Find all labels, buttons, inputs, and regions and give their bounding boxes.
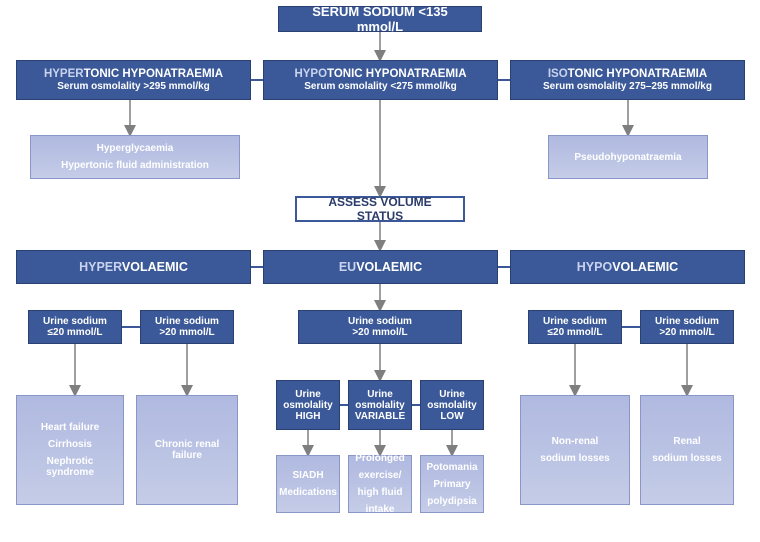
root-node: SERUM SODIUM <135 mmol/L — [278, 6, 482, 32]
hypovol-cause-gt20: Renal sodium losses — [640, 395, 734, 505]
hypertonic-causes: Hyperglycaemia Hypertonic fluid administ… — [30, 135, 240, 179]
hypertonic-node: HYPERTONIC HYPONATRAEMIA Serum osmolalit… — [16, 60, 251, 100]
euvol-cause-high: SIADH Medications — [276, 455, 340, 513]
euvol-urine-gt20: Urine sodium>20 mmol/L — [298, 310, 462, 344]
assess-volume-node: ASSESS VOLUME STATUS — [295, 196, 465, 222]
tonicity-sub: Serum osmolality <275 mmol/kg — [304, 81, 457, 92]
euvol-osm-variable: UrineosmolalityVARIABLE — [348, 380, 412, 430]
tonicity-title: HYPOTONIC HYPONATRAEMIA — [294, 68, 466, 80]
hypervol-urine-gt20: Urine sodium>20 mmol/L — [140, 310, 234, 344]
isotonic-causes: Pseudohyponatraemia — [548, 135, 708, 179]
hypervol-urine-le20: Urine sodium≤20 mmol/L — [28, 310, 122, 344]
tonicity-sub: Serum osmolality >295 mmol/kg — [57, 81, 210, 92]
hypervol-cause-gt20: Chronic renal failure — [136, 395, 238, 505]
hypovolaemic-node: HYPOVOLAEMIC — [510, 250, 745, 284]
hypotonic-node: HYPOTONIC HYPONATRAEMIA Serum osmolality… — [263, 60, 498, 100]
hypovol-urine-gt20: Urine sodium>20 mmol/L — [640, 310, 734, 344]
tonicity-title: HYPERTONIC HYPONATRAEMIA — [44, 68, 223, 80]
tonicity-title: ISOTONIC HYPONATRAEMIA — [548, 68, 707, 80]
root-label: SERUM SODIUM <135 mmol/L — [289, 4, 471, 34]
euvol-osm-low: UrineosmolalityLOW — [420, 380, 484, 430]
euvol-cause-low: Potomania Primary polydipsia — [420, 455, 484, 513]
isotonic-node: ISOTONIC HYPONATRAEMIA Serum osmolality … — [510, 60, 745, 100]
euvolaemic-node: EUVOLAEMIC — [263, 250, 498, 284]
hypovol-urine-le20: Urine sodium≤20 mmol/L — [528, 310, 622, 344]
tonicity-sub: Serum osmolality 275–295 mmol/kg — [543, 81, 712, 92]
hypovol-cause-le20: Non-renal sodium losses — [520, 395, 630, 505]
euvol-osm-high: UrineosmolalityHIGH — [276, 380, 340, 430]
hypervol-cause-le20: Heart failure Cirrhosis Nephrotic syndro… — [16, 395, 124, 505]
hypervolaemic-node: HYPERVOLAEMIC — [16, 250, 251, 284]
euvol-cause-variable: Prolonged exercise/ high fluid intake — [348, 455, 412, 513]
